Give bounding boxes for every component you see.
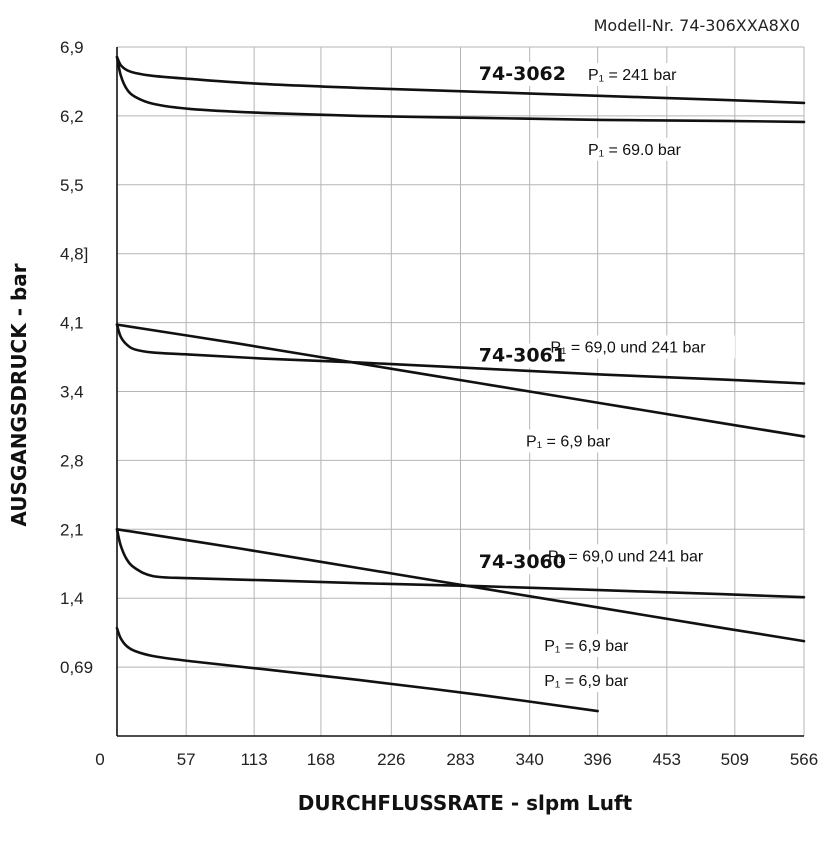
series-labels: 74-3062 74-3061 74-3060 [479, 63, 566, 573]
y-tick-label: 4,8] [60, 245, 88, 264]
series-line-74-3061 [115, 323, 806, 385]
series-line-74-3062 [115, 55, 806, 105]
x-axis-title: DURCHFLUSSRATE - slpm Luft [298, 791, 633, 815]
x-tick-label: 453 [653, 750, 681, 769]
label-background [583, 62, 696, 86]
pressure-annotation: P₁ = 241 bar [588, 67, 677, 84]
pressure-annotation: P₁ = 69,0 und 241 bar [550, 340, 706, 357]
pressure-annotation: P₁ = 6,9 bar [526, 433, 611, 450]
series-line-74-3060 [115, 626, 599, 713]
y-axis-title: AUSGANGSDRUCK - bar [7, 263, 31, 526]
x-tick-label: 168 [307, 750, 335, 769]
x-tick-label: 283 [446, 750, 474, 769]
x-tick-label: 57 [177, 750, 196, 769]
series-line-74-3062 [115, 55, 806, 124]
pressure-annotation: P₁ = 6,9 bar [544, 673, 629, 690]
y-tick-label: 2,8 [60, 451, 84, 470]
y-tick-label: 6,9 [60, 38, 84, 57]
x-tick-label: 113 [241, 750, 268, 769]
series-line-74-3060 [115, 528, 806, 643]
y-tick-label: 2,1 [60, 520, 84, 539]
grid [117, 46, 805, 736]
y-tick-label: 3,4 [60, 383, 84, 402]
series-line-74-3061 [115, 323, 806, 438]
pressure-annotation: P₁ = 69.0 bar [588, 142, 682, 159]
x-tick-label: 566 [790, 750, 818, 769]
y-tick-label: 0,69 [60, 658, 93, 677]
label-background [543, 544, 733, 568]
x-tick-label: 340 [515, 750, 543, 769]
label-background [466, 61, 579, 86]
x-tick-label: 226 [377, 750, 405, 769]
label-background [540, 669, 652, 693]
label-background [540, 634, 652, 658]
y-tick-label: 1,4 [60, 589, 84, 608]
model-number: Modell-Nr. 74-306XXA8X0 [594, 16, 800, 35]
group-label: 74-3061 [479, 345, 566, 367]
data-lines [115, 55, 806, 713]
y-tick-label: 6,2 [60, 107, 84, 126]
label-background [583, 137, 704, 161]
pressure-annotation: P₁ = 6,9 bar [544, 638, 629, 655]
group-label: 74-3062 [479, 63, 566, 85]
x-tick-label: 0 [95, 750, 104, 769]
x-tick-label: 509 [721, 750, 749, 769]
annotations: P₁ = 241 bar P₁ = 69.0 bar P₁ = 69,0 und 2… [526, 67, 706, 690]
label-background [546, 335, 735, 359]
label-background [522, 429, 634, 453]
series-line-74-3060 [115, 528, 806, 599]
axes [116, 47, 804, 737]
group-label: 74-3060 [479, 551, 566, 573]
x-tick-label: 396 [583, 750, 611, 769]
y-tick-labels: 0,69 1,4 2,1 2,8 3,4 4,1 4,8] 5,5 6,2 6,9 [60, 38, 93, 677]
y-tick-label: 4,1 [60, 314, 84, 333]
x-tick-labels: 0 57 113 168 226 283 340 396 453 509 566 [95, 750, 818, 769]
pressure-annotation: P₁ = 69,0 und 241 bar [548, 548, 704, 565]
label-backgrounds [466, 61, 735, 693]
y-tick-label: 5,5 [60, 176, 84, 195]
